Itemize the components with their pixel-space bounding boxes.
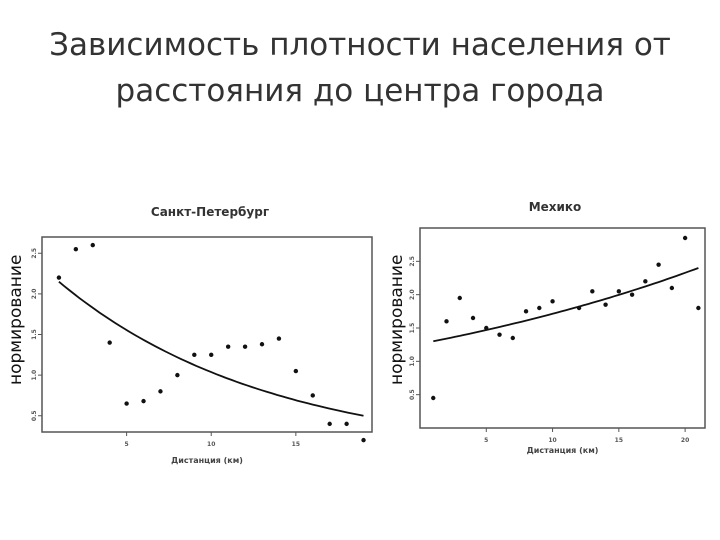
spb-data-point	[242, 344, 248, 349]
spb-y-tick-label: 1.5	[31, 329, 38, 340]
mex-data-point	[550, 299, 555, 304]
spb-chart-title: Санкт-Петербург	[151, 205, 269, 219]
spb-data-point	[327, 421, 332, 427]
mex-y-tick-label: 2.0	[409, 289, 416, 300]
spb-x-tick-label: 10	[207, 441, 215, 448]
spb-data-point	[141, 398, 146, 404]
mex-data-point	[616, 289, 622, 294]
slide-title: Зависимость плотности населения от расст…	[0, 22, 720, 114]
mex-plot-frame	[419, 227, 706, 429]
spb-x-axis-title: Дистанция (км)	[171, 456, 243, 465]
spb-data-point	[225, 344, 231, 349]
spb-data-point	[209, 352, 214, 358]
spb-data-point	[259, 342, 265, 347]
mex-data-point	[603, 302, 608, 307]
mex-y-tick-label: 0.5	[409, 389, 416, 400]
mex-x-tick-label: 20	[681, 437, 689, 444]
spb-data-point	[310, 393, 315, 398]
mex-data-point	[682, 235, 688, 241]
spb-data-point	[90, 242, 95, 248]
spb-data-point	[56, 275, 62, 280]
spb-data-point	[293, 368, 299, 374]
mex-data-point	[656, 262, 661, 267]
spb-plot-frame	[41, 236, 373, 433]
mex-x-tick-label: 10	[548, 437, 556, 444]
mex-data-point	[537, 305, 542, 311]
spb-data-point	[73, 246, 79, 252]
spb-y-axis-title: нормирование	[6, 254, 26, 385]
mex-y-tick-label: 1.5	[409, 323, 416, 334]
spb-data-point	[276, 336, 282, 341]
mex-data-point	[510, 335, 515, 341]
mex-x-axis-title: Дистанция (км)	[527, 446, 599, 455]
spb-y-tick-label: 0.5	[31, 410, 38, 421]
mex-data-point	[643, 279, 648, 284]
mex-data-point	[457, 295, 462, 301]
mex-data-point	[629, 292, 635, 297]
mex-x-tick-label: 5	[484, 437, 488, 444]
mex-data-point	[484, 325, 489, 331]
mex-data-point	[590, 289, 595, 294]
spb-x-tick-label: 5	[125, 441, 129, 448]
spb-y-tick-label: 1.0	[31, 370, 38, 381]
slide-title-line-2: расстояния до центра города	[115, 73, 605, 109]
spb-y-tick-label: 2.5	[31, 248, 38, 259]
mex-chart: Мехико Дистанция (км) 5 10 15 20 0.5 1.0 1.5 2.0 2…	[409, 200, 706, 455]
mex-y-tick-label: 2.5	[409, 256, 416, 267]
spb-data-point	[344, 421, 349, 427]
mex-data-point	[431, 395, 436, 401]
spb-data-point	[158, 389, 163, 394]
spb-chart: Санкт-Петербург Дистанция (км) 5 10 15 0.5 1.0…	[31, 205, 373, 465]
spb-x-tick-label: 15	[292, 441, 300, 448]
mex-chart-title: Мехико	[529, 200, 582, 214]
mex-data-point	[669, 285, 675, 291]
slide-title-line-1: Зависимость плотности населения от	[49, 27, 671, 63]
spb-data-point	[175, 372, 180, 378]
spb-data-point	[124, 401, 129, 406]
mex-data-point	[523, 309, 529, 314]
spb-trend-line	[58, 281, 364, 417]
mex-trend-line	[433, 267, 699, 343]
mex-data-point	[576, 305, 582, 311]
mex-data-point	[497, 332, 502, 337]
mex-data-point	[444, 319, 449, 324]
mex-x-tick-label: 15	[615, 437, 623, 444]
mex-data-point	[696, 305, 701, 311]
mex-y-tick-label: 1.0	[409, 356, 416, 367]
mex-data-point	[470, 315, 476, 321]
mex-y-axis-title: нормирование	[387, 254, 407, 385]
spb-y-tick-label: 2.0	[31, 289, 38, 300]
spb-data-point	[192, 352, 197, 358]
spb-data-point	[361, 437, 366, 443]
spb-data-point	[107, 340, 112, 345]
